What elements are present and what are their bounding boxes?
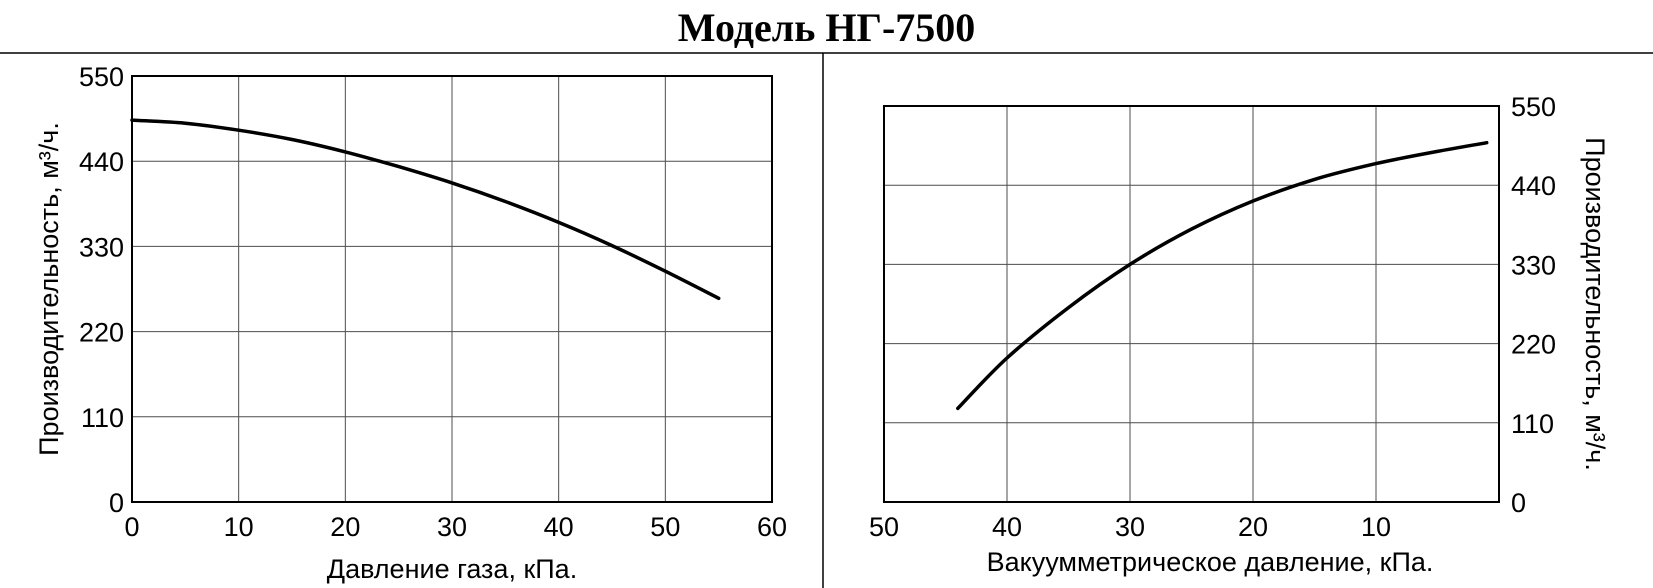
right-chart-plot-frame [883,105,1500,503]
left-chart-plot-frame [131,75,773,503]
right-chart: 50 40 30 20 10 0 110 220 330 440 550 Вакуумметрич… [869,92,1610,577]
left-chart-y-tick-label: 550 [79,62,124,92]
right-chart-x-tick-label: 20 [1238,512,1268,542]
left-chart-y-tick-labels: 0 110 220 330 440 550 [79,62,124,518]
left-chart-y-tick-label: 330 [79,232,124,262]
right-chart-y-tick-label: 550 [1511,92,1556,122]
left-chart-x-tick-label: 30 [437,512,467,542]
left-chart: 0 10 20 30 40 50 60 0 110 220 330 440 550 Давление … [34,62,787,584]
right-chart-x-tick-label: 50 [869,512,899,542]
right-chart-y-tick-label: 110 [1511,409,1554,439]
left-chart-y-tick-label: 220 [79,318,124,348]
right-chart-y-tick-label: 0 [1511,488,1526,518]
right-chart-series-line [956,140,1489,411]
right-chart-y-tick-labels: 0 110 220 330 440 550 [1511,92,1556,518]
left-chart-grid [132,76,772,502]
right-chart-y-tick-label: 330 [1511,250,1556,280]
right-chart-y-tick-label: 220 [1511,330,1556,360]
left-chart-x-tick-labels: 0 10 20 30 40 50 60 [124,512,787,542]
left-chart-x-tick-label: 20 [330,512,360,542]
right-chart-y-axis-label: Производительность, м³/ч. [1580,137,1610,471]
right-chart-x-tick-label: 40 [992,512,1022,542]
left-chart-x-axis-label: Давление газа, кПа. [327,554,577,584]
left-chart-x-tick-label: 10 [224,512,254,542]
left-chart-x-tick-label: 60 [757,512,787,542]
left-chart-x-tick-label: 40 [544,512,574,542]
right-chart-x-tick-label: 10 [1361,512,1391,542]
left-chart-x-tick-label: 50 [650,512,680,542]
left-chart-y-tick-label: 0 [109,488,124,518]
chart-title: Модель НГ-7500 [677,5,976,50]
left-chart-series-line [130,118,721,301]
right-chart-x-tick-label: 30 [1115,512,1145,542]
right-chart-y-tick-label: 440 [1511,171,1556,201]
left-chart-y-tick-label: 110 [81,403,124,433]
right-chart-x-axis-label: Вакуумметрическое давление, кПа. [987,547,1434,577]
left-chart-x-tick-label: 0 [124,512,139,542]
right-chart-grid [884,106,1499,502]
right-chart-x-tick-labels: 50 40 30 20 10 [869,512,1391,542]
left-chart-y-axis-label: Производительность, м³/ч. [34,122,64,456]
left-chart-y-tick-label: 440 [79,147,124,177]
